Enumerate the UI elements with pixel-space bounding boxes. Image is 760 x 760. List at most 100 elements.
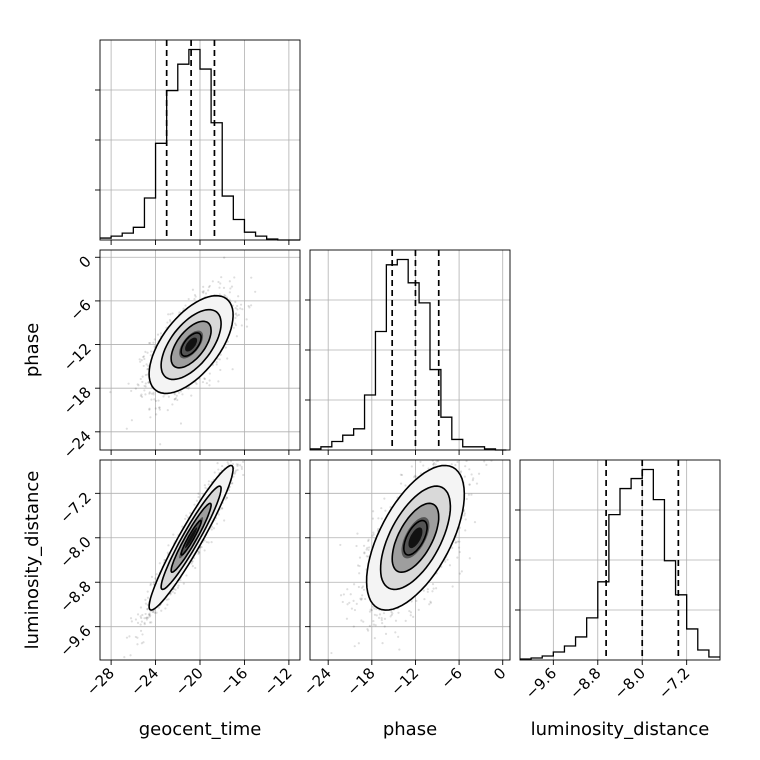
scatter-point — [435, 460, 438, 463]
x-tick-label: −20 — [172, 664, 207, 699]
scatter-point — [240, 465, 243, 469]
hist-2d-phase-vs-luminosity_distance: −24 −18 −12 −6 0 — [300, 433, 511, 699]
contour-line — [160, 308, 222, 381]
scatter-point — [236, 453, 238, 455]
scatter-point — [463, 514, 466, 517]
scatter-point — [142, 355, 145, 359]
scatter-point — [191, 560, 194, 563]
scatter-point — [446, 433, 448, 435]
scatter-point — [415, 475, 418, 478]
scatter-point — [384, 632, 388, 635]
scatter-point — [228, 280, 231, 283]
scatter-point — [141, 613, 144, 617]
scatter-point — [162, 395, 165, 398]
scatter-point — [194, 381, 197, 384]
scatter-point — [234, 453, 236, 455]
scatter-point — [464, 451, 466, 453]
scatter-point — [468, 557, 471, 560]
scatter-point — [191, 288, 195, 291]
scatter-point — [419, 460, 422, 464]
scatter-point — [426, 588, 429, 591]
scatter-point — [437, 453, 439, 455]
scatter-point — [164, 607, 167, 610]
scatter-point — [237, 457, 239, 459]
scatter-point — [148, 613, 151, 616]
scatter-point — [365, 555, 368, 558]
scatter-point — [109, 391, 112, 394]
scatter-point — [238, 453, 240, 455]
scatter-point — [232, 450, 234, 452]
scatter-point — [197, 551, 200, 554]
scatter-point — [485, 463, 488, 466]
scatter-point — [410, 465, 413, 468]
scatter-point — [412, 615, 415, 618]
y-tick-label: −12 — [60, 340, 95, 375]
scatter-point — [250, 276, 253, 279]
scatter-point — [146, 368, 149, 371]
scatter-point — [415, 599, 418, 602]
x-tick-label: −9.6 — [522, 664, 560, 702]
scatter-point — [141, 380, 144, 384]
hist-step — [310, 258, 507, 451]
scatter-point — [235, 335, 238, 338]
scatter-point — [167, 395, 170, 398]
scatter-point — [411, 455, 413, 457]
scatter-point — [371, 534, 374, 537]
scatter-point — [237, 295, 240, 298]
scatter-point — [390, 613, 393, 617]
scatter-point — [355, 544, 358, 548]
scatter-point — [370, 609, 373, 612]
scatter-point — [152, 393, 155, 396]
scatter-point — [389, 615, 392, 618]
scatter-point — [145, 618, 148, 621]
scatter-point — [144, 393, 147, 396]
scatter-point — [239, 303, 243, 306]
hist-1d-luminosity_distance: −9.6 −8.8 −8.0 −7.2 — [515, 459, 721, 703]
scatter-point — [368, 546, 371, 549]
y-tick-label: −8.8 — [56, 577, 94, 615]
scatter-point — [345, 617, 349, 620]
scatter-point — [371, 517, 375, 520]
scatter-point — [143, 384, 146, 388]
scatter-point — [163, 558, 166, 562]
y-tick-label: −8.0 — [56, 533, 94, 571]
scatter-point — [169, 593, 172, 596]
scatter-point — [136, 643, 139, 646]
scatter-point — [141, 375, 144, 378]
scatter-point — [208, 379, 211, 382]
scatter-point — [144, 373, 147, 377]
scatter-point — [146, 603, 149, 607]
scatter-point — [155, 413, 158, 416]
scatter-point — [247, 304, 250, 308]
hist-2d-geocent_time-vs-phase: −24−18−12−60 — [60, 249, 301, 462]
scatter-point — [174, 588, 177, 591]
scatter-point — [234, 324, 238, 327]
scatter-point — [139, 394, 142, 397]
scatter-point — [146, 607, 149, 611]
scatter-point — [454, 463, 457, 467]
scatter-point — [240, 324, 243, 327]
scatter-point — [219, 282, 222, 285]
scatter-point — [151, 610, 154, 613]
scatter-point — [203, 484, 207, 487]
scatter-point — [222, 286, 226, 289]
scatter-point — [367, 539, 370, 543]
scatter-point — [378, 613, 382, 616]
scatter-point — [173, 398, 177, 401]
scatter-point — [194, 295, 197, 298]
scatter-point — [171, 590, 174, 593]
scatter-point — [166, 603, 169, 606]
scatter-point — [152, 341, 155, 344]
x-tick-label: −28 — [83, 664, 118, 699]
scatter-point — [174, 397, 178, 400]
scatter-point — [361, 594, 364, 597]
scatter-point — [143, 621, 146, 624]
scatter-point — [227, 488, 231, 492]
scatter-point — [201, 290, 204, 294]
scatter-point — [355, 602, 358, 605]
scatter-point — [457, 546, 461, 549]
scatter-point — [483, 460, 486, 463]
scatter-point — [144, 382, 147, 385]
scatter-point — [450, 463, 453, 466]
